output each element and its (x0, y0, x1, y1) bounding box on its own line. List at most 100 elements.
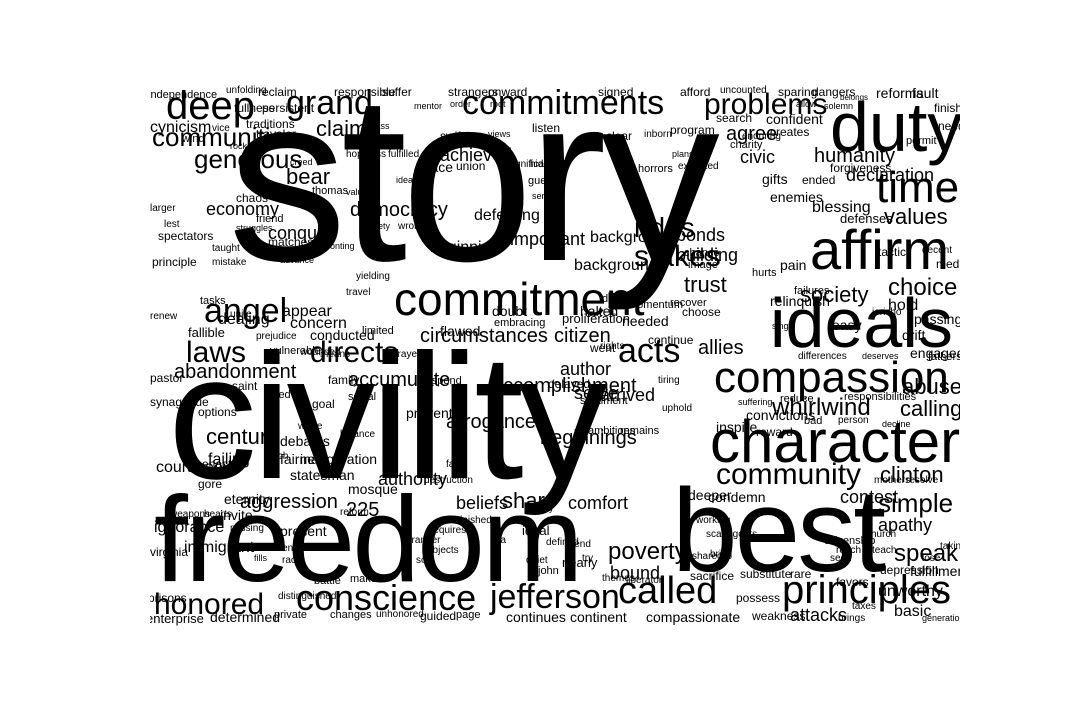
cloud-word: uphold (662, 403, 693, 414)
cloud-word: enact (202, 457, 232, 471)
cloud-word: church (866, 529, 897, 540)
cloud-word: claim (316, 116, 368, 141)
cloud-word: clinton (880, 462, 944, 487)
cloud-word: vice (212, 123, 230, 134)
cloud-word: conquer (268, 223, 334, 243)
cloud-word: swift (440, 129, 464, 143)
cloud-word: single (772, 321, 796, 331)
cloud-word: fairness (280, 451, 330, 467)
cloud-word: calling (900, 396, 960, 421)
cloud-word: afford (680, 85, 711, 99)
cloud-word: unhonored (376, 609, 424, 620)
cloud-word: eternity (224, 491, 270, 507)
cloud-word: choose (682, 305, 721, 319)
cloud-word: suffer (382, 85, 412, 99)
cloud-word: honored (154, 588, 265, 621)
cloud-word: changes (330, 609, 372, 621)
cloud-word: beliefs (456, 493, 509, 513)
cloud-word: servant (532, 191, 562, 201)
cloud-word: search (716, 111, 753, 125)
cloud-word: sea (490, 535, 507, 546)
cloud-word: reach (836, 545, 862, 556)
cloud-word: affirm (810, 218, 949, 281)
cloud-word: lest (164, 219, 180, 230)
cloud-word: traditions (246, 117, 295, 131)
cloud-word: led (276, 389, 291, 401)
cloud-word: fallible (188, 325, 225, 340)
cloud-word: continent (570, 609, 627, 625)
cloud-word: working (696, 515, 731, 526)
cloud-word: arrogance (446, 411, 537, 433)
cloud-word: scapegoats (706, 529, 758, 540)
cloud-word: possess (736, 591, 781, 605)
cloud-word: relinquish (770, 293, 830, 309)
cloud-word: allow (796, 99, 817, 109)
cloud-word: inborn (644, 129, 672, 140)
cloud-word: trust (684, 272, 727, 297)
cloud-word: engaged (910, 345, 960, 361)
cloud-word: soil (416, 555, 432, 566)
cloud-word: expected (678, 161, 719, 172)
cloud-word: social (348, 391, 377, 403)
cloud-word: humanity (814, 145, 896, 167)
cloud-word: ideal (522, 523, 550, 538)
cloud-word: basic (894, 603, 932, 620)
cloud-word: pain (780, 257, 807, 273)
cloud-word: democracy (350, 199, 448, 221)
cloud-word: family (328, 373, 360, 387)
cloud-word: hold (888, 297, 919, 314)
cloud-word: economy (206, 199, 280, 219)
cloud-word: immigrant (184, 539, 255, 556)
cloud-word: private (274, 609, 308, 621)
cloud-word: whirlwind (772, 394, 871, 421)
cloud-word: embracing (494, 317, 546, 329)
cloud-word: chaos (236, 191, 269, 205)
cloud-word: hurts (752, 267, 777, 279)
cloud-word: called (618, 570, 718, 612)
cloud-word: bonds (676, 225, 726, 245)
cloud-word: community (716, 458, 862, 491)
cloud-word: momentum (628, 299, 684, 311)
cloud-word: share (502, 488, 558, 513)
cloud-word: forgiveness (830, 161, 892, 175)
cloud-word: civility (168, 317, 608, 516)
cloud-word: blessing (812, 199, 871, 216)
cloud-word: ended (802, 173, 836, 187)
cloud-word: communities (152, 122, 298, 152)
cloud-word: yielding (356, 271, 390, 282)
cloud-word: debates (280, 433, 330, 449)
cloud-word: poverty (608, 538, 687, 565)
cloud-word: listen (532, 121, 561, 135)
cloud-word: saint (232, 379, 258, 393)
cloud-word: needed (622, 313, 669, 329)
cloud-word: mothers (874, 475, 911, 486)
cloud-word: angel (204, 292, 288, 330)
cloud-word: conscience (296, 577, 477, 618)
cloud-word: ignorance (154, 519, 225, 536)
cloud-word: halted (580, 303, 619, 319)
cloud-word: statesman (290, 467, 355, 483)
cloud-word: character (710, 408, 960, 475)
cloud-word: reward (756, 425, 793, 439)
cloud-word: fair (446, 459, 460, 470)
cloud-word: generation (922, 613, 960, 623)
cloud-word: mass (368, 121, 390, 131)
cloud-word: values (884, 204, 948, 229)
cloud-word: best (672, 465, 886, 597)
cloud-word: decency (266, 543, 304, 554)
cloud-word: mistake (212, 257, 247, 268)
cloud-word: gain (578, 133, 597, 144)
cloud-word: choice (888, 274, 958, 301)
cloud-word: principles (782, 568, 951, 612)
cloud-word: gifts (762, 171, 788, 187)
cloud-word: rides (634, 212, 695, 243)
cloud-word: page (456, 609, 481, 621)
cloud-word: stakes (634, 240, 721, 273)
cloud-word: fullness (234, 101, 275, 115)
cloud-word: freedom (154, 471, 584, 607)
cloud-word: enemies (770, 189, 823, 205)
cloud-word: deep (166, 84, 255, 128)
cloud-word: responsibilities (844, 391, 917, 403)
cloud-word: struggles (236, 223, 273, 233)
cloud-word: decline (882, 419, 911, 429)
